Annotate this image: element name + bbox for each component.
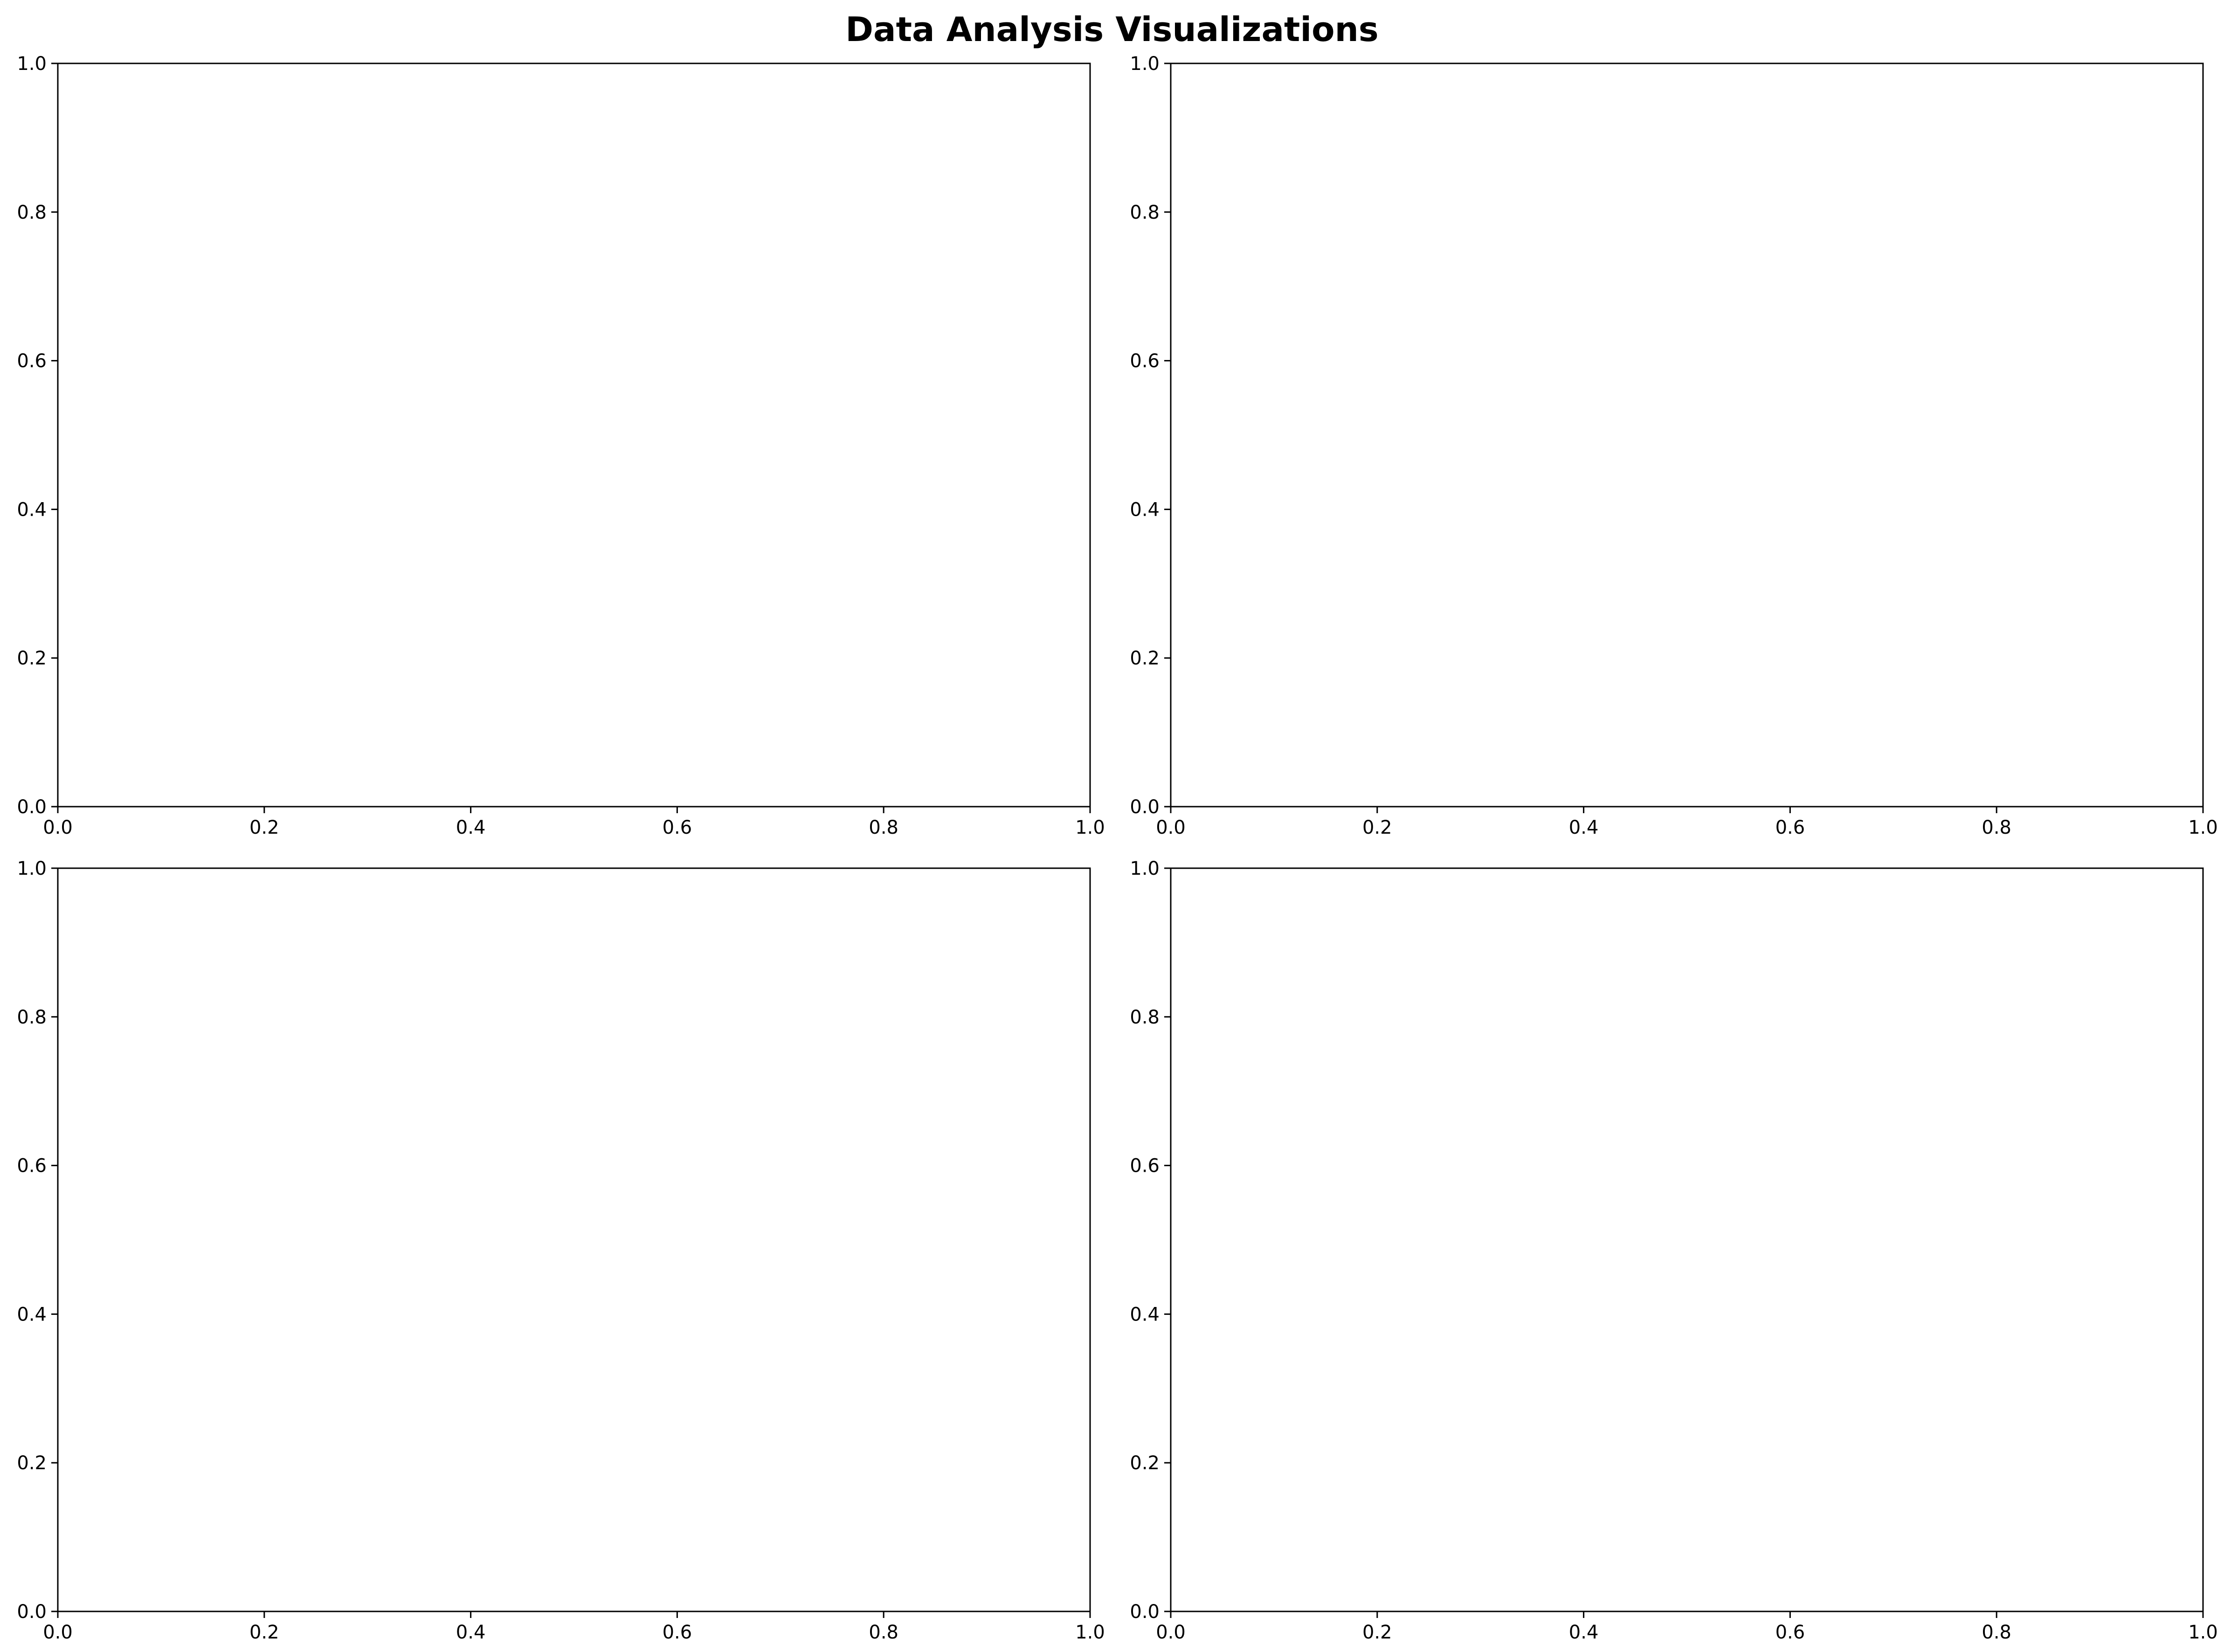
- x-tick-label: 0.0: [43, 817, 73, 838]
- axes-frame: [1170, 867, 2204, 1612]
- x-tick-label: 1.0: [1075, 1622, 1105, 1643]
- y-tick-label: 0.8: [1130, 1007, 1160, 1028]
- x-tick-label: 0.0: [43, 1622, 73, 1643]
- x-tick-label: 0.2: [249, 817, 279, 838]
- y-tick-label: 0.0: [1130, 796, 1160, 818]
- axes-background: [1171, 63, 2203, 807]
- y-tick-label: 0.0: [1130, 1601, 1160, 1623]
- x-tick-label: 1.0: [2188, 817, 2218, 838]
- axes-background: [1171, 868, 2203, 1611]
- y-tick-label: 0.8: [17, 202, 47, 223]
- y-tick-label: 0.2: [17, 1452, 47, 1474]
- y-tick-label: 0.4: [17, 1304, 47, 1325]
- subplot-4: 0.0 0.2 0.4 0.6 0.8 1.0 0.0 0.2 0.4 0.6 0.8 1.0: [1130, 858, 2217, 1643]
- y-tick-label: 0.2: [1130, 1452, 1160, 1474]
- x-tick-label: 0.8: [869, 817, 898, 838]
- y-tick-label: 1.0: [1130, 53, 1160, 75]
- x-tick-label: 0.2: [249, 1622, 279, 1643]
- y-tick-label: 0.4: [17, 499, 47, 520]
- axes-background: [58, 868, 1090, 1611]
- y-tick-label: 0.4: [1130, 1304, 1160, 1325]
- y-tick-label: 0.0: [17, 796, 47, 818]
- x-tick-label: 1.0: [2188, 1622, 2218, 1643]
- axes-frame: [1170, 62, 2204, 808]
- y-tick-label: 1.0: [17, 53, 47, 75]
- y-tick-label: 0.8: [17, 1007, 47, 1028]
- y-tick-label: 0.4: [1130, 499, 1160, 520]
- axes-background: [58, 63, 1090, 807]
- y-tick-label: 0.6: [1130, 351, 1160, 372]
- x-tick-label: 0.6: [663, 817, 692, 838]
- x-tick-label: 1.0: [1075, 817, 1105, 838]
- axes-frame: [57, 867, 1091, 1612]
- y-tick-label: 0.6: [17, 351, 47, 372]
- subplot-2: 0.0 0.2 0.4 0.6 0.8 1.0 0.0 0.2 0.4 0.6 0.8 1.0: [1130, 53, 2217, 838]
- x-tick-label: 0.6: [1775, 817, 1805, 838]
- x-tick-label: 0.6: [1775, 1622, 1805, 1643]
- x-tick-label: 0.6: [663, 1622, 692, 1643]
- y-tick-label: 0.2: [1130, 648, 1160, 669]
- x-tick-label: 0.4: [1569, 1622, 1599, 1643]
- x-tick-label: 0.8: [1982, 817, 2011, 838]
- axes-frame: [57, 62, 1091, 808]
- x-tick-label: 0.4: [456, 1622, 486, 1643]
- x-tick-label: 0.4: [456, 817, 486, 838]
- x-tick-label: 0.0: [1156, 817, 1186, 838]
- x-tick-label: 0.2: [1362, 1622, 1392, 1643]
- x-tick-label: 0.2: [1362, 817, 1392, 838]
- subplot-3: 0.0 0.2 0.4 0.6 0.8 1.0 0.0 0.2 0.4 0.6 0.8 1.0: [17, 858, 1105, 1643]
- x-tick-label: 0.8: [1982, 1622, 2011, 1643]
- x-tick-label: 0.4: [1569, 817, 1599, 838]
- y-tick-label: 0.8: [1130, 202, 1160, 223]
- y-tick-label: 0.6: [1130, 1155, 1160, 1177]
- y-tick-label: 1.0: [1130, 858, 1160, 879]
- x-tick-label: 0.0: [1156, 1622, 1186, 1643]
- figure-title: Data Analysis Visualizations: [845, 10, 1379, 49]
- subplot-1: 0.0 0.2 0.4 0.6 0.8 1.0 0.0 0.2 0.4 0.6 0.8 1.0: [17, 53, 1105, 838]
- y-tick-label: 0.0: [17, 1601, 47, 1623]
- y-tick-label: 1.0: [17, 858, 47, 879]
- y-tick-label: 0.2: [17, 648, 47, 669]
- y-tick-label: 0.6: [17, 1155, 47, 1177]
- x-tick-label: 0.8: [869, 1622, 898, 1643]
